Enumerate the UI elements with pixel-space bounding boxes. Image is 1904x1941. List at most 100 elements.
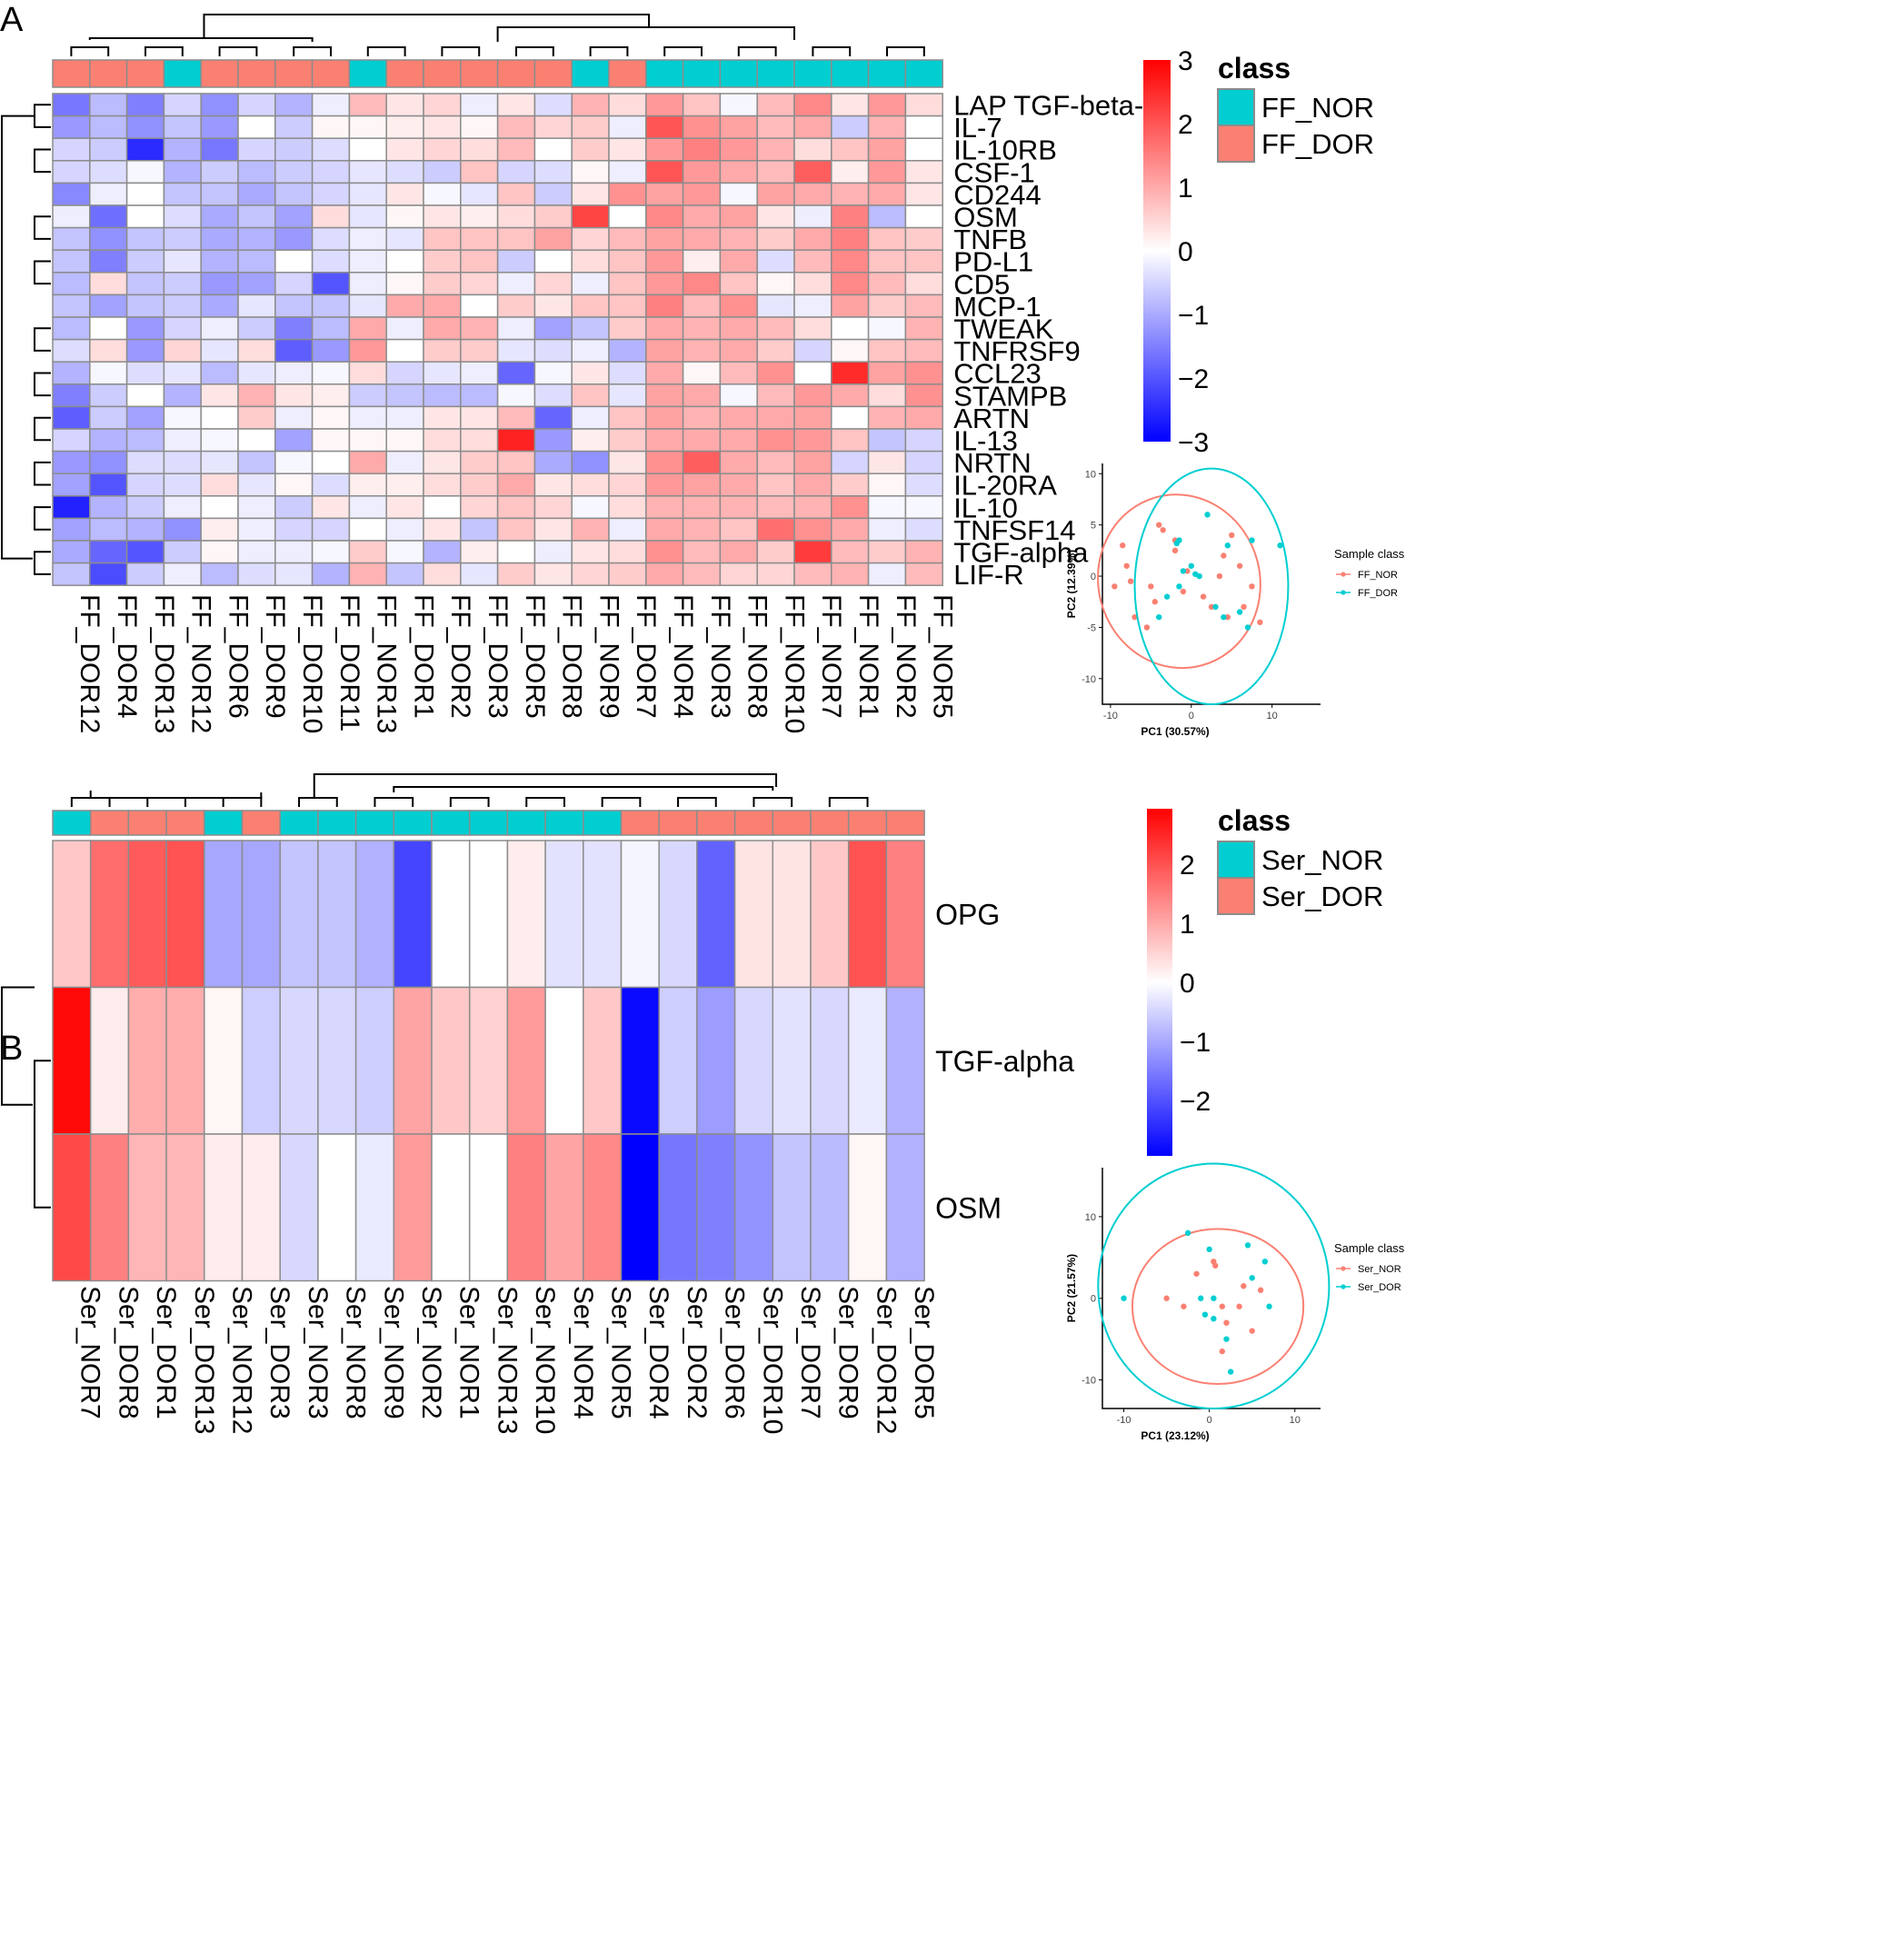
heatmap-cell xyxy=(756,272,795,296)
annotation-cell xyxy=(125,59,165,88)
column-label: FF_NOR2 xyxy=(891,594,921,719)
heatmap-cell xyxy=(867,450,907,474)
annotation-cell xyxy=(658,810,698,836)
heatmap-cell xyxy=(544,1133,584,1282)
heatmap-cell xyxy=(831,540,870,564)
heatmap-cell xyxy=(163,137,202,162)
heatmap-cell xyxy=(496,338,536,363)
row-label: TNFSF14 xyxy=(953,514,1075,546)
heatmap-cell xyxy=(89,1133,130,1282)
pca-point xyxy=(1241,1283,1247,1289)
annotation-cell xyxy=(756,59,795,88)
heatmap-cell xyxy=(385,428,424,453)
pca-point xyxy=(1180,568,1187,574)
heatmap-cell xyxy=(385,272,424,296)
row-label: IL-10 xyxy=(953,492,1018,523)
pca-point xyxy=(1224,613,1231,621)
heatmap-cell xyxy=(682,93,722,117)
heatmap-cell xyxy=(385,361,424,385)
heatmap-cells xyxy=(52,840,925,1282)
heatmap-cell xyxy=(460,517,499,542)
dendrogram-branch xyxy=(34,104,51,128)
dendrogram-branch xyxy=(663,46,703,56)
heatmap-cell xyxy=(385,93,424,117)
heatmap-cell xyxy=(496,495,536,520)
heatmap-cell xyxy=(274,338,314,363)
heatmap-cell xyxy=(348,405,387,430)
heatmap-cell xyxy=(311,182,351,206)
heatmap-cell xyxy=(274,428,314,453)
heatmap-cell xyxy=(608,316,647,341)
heatmap-cell xyxy=(52,540,91,564)
heatmap-cell xyxy=(89,114,128,139)
heatmap-cell xyxy=(719,226,758,251)
heatmap-cell xyxy=(793,249,832,274)
heatmap-cell xyxy=(793,316,832,341)
pca-legend-dot xyxy=(1341,1266,1346,1271)
dendrogram-branch xyxy=(34,551,51,575)
heatmap-cell xyxy=(496,226,536,251)
heatmap-cell xyxy=(682,428,722,453)
color-scale-tick: −1 xyxy=(1180,1028,1211,1058)
heatmap-cell xyxy=(658,840,698,989)
heatmap-cell xyxy=(682,114,722,139)
heatmap-cell xyxy=(89,495,128,520)
heatmap-cell xyxy=(645,428,684,453)
heatmap-cell xyxy=(608,450,647,474)
dendrogram-branch xyxy=(812,46,852,56)
heatmap-cell xyxy=(810,986,850,1135)
pca-point xyxy=(1198,1295,1204,1301)
heatmap-cell xyxy=(544,986,584,1135)
row-label: IL-20RA xyxy=(953,470,1057,502)
heatmap-cell xyxy=(385,316,424,341)
heatmap-cell xyxy=(533,204,573,229)
column-label: FF_DOR7 xyxy=(631,594,661,719)
heatmap-cell xyxy=(423,383,462,408)
heatmap-cell xyxy=(237,383,276,408)
pca-point xyxy=(1216,572,1223,580)
heatmap-cell xyxy=(423,226,462,251)
heatmap-cell xyxy=(279,1133,319,1282)
column-label: FF_NOR8 xyxy=(743,594,773,719)
pca-ellipse xyxy=(1131,1228,1305,1386)
heatmap-cell xyxy=(571,204,610,229)
heatmap-cell xyxy=(423,361,462,385)
heatmap-cell xyxy=(348,226,387,251)
dendrogram-branch xyxy=(34,1060,51,1209)
heatmap-cell xyxy=(571,137,610,162)
heatmap-cell xyxy=(423,428,462,453)
heatmap-cell xyxy=(163,316,202,341)
heatmap-cell xyxy=(719,450,758,474)
heatmap-cell xyxy=(125,473,165,497)
column-label: FF_NOR12 xyxy=(186,594,216,733)
annotation-cell xyxy=(867,59,907,88)
annotation-cell xyxy=(354,810,395,836)
dendrogram-branch xyxy=(222,797,263,807)
dendrogram-branch xyxy=(589,46,629,56)
heatmap-cell xyxy=(608,182,647,206)
heatmap-cell xyxy=(904,182,943,206)
annotation-cell xyxy=(393,810,433,836)
pca-point xyxy=(1163,1295,1170,1301)
heatmap-cell xyxy=(354,986,395,1135)
heatmap-cell xyxy=(237,540,276,564)
heatmap-cell xyxy=(165,986,205,1135)
pca-legend-dot xyxy=(1341,572,1346,577)
heatmap-cell xyxy=(311,93,351,117)
heatmap-cell xyxy=(756,114,795,139)
heatmap-cell xyxy=(645,182,684,206)
heatmap-cell xyxy=(274,204,314,229)
pca-point xyxy=(1236,1303,1242,1309)
heatmap-cell xyxy=(311,114,351,139)
heatmap-cell xyxy=(904,316,943,341)
heatmap-cell xyxy=(719,495,758,520)
heatmap-cell xyxy=(533,450,573,474)
class-legend: class Ser_NOR Ser_DOR xyxy=(1217,804,1383,915)
pca-legend: Sample class Ser_NOR Ser_DOR xyxy=(1334,1241,1405,1293)
annotation-cell xyxy=(468,810,509,836)
annotation-cell xyxy=(52,810,92,836)
heatmap-cell xyxy=(241,1133,281,1282)
heatmap-cell xyxy=(571,272,610,296)
heatmap-cell xyxy=(52,450,91,474)
heatmap-cell xyxy=(645,450,684,474)
